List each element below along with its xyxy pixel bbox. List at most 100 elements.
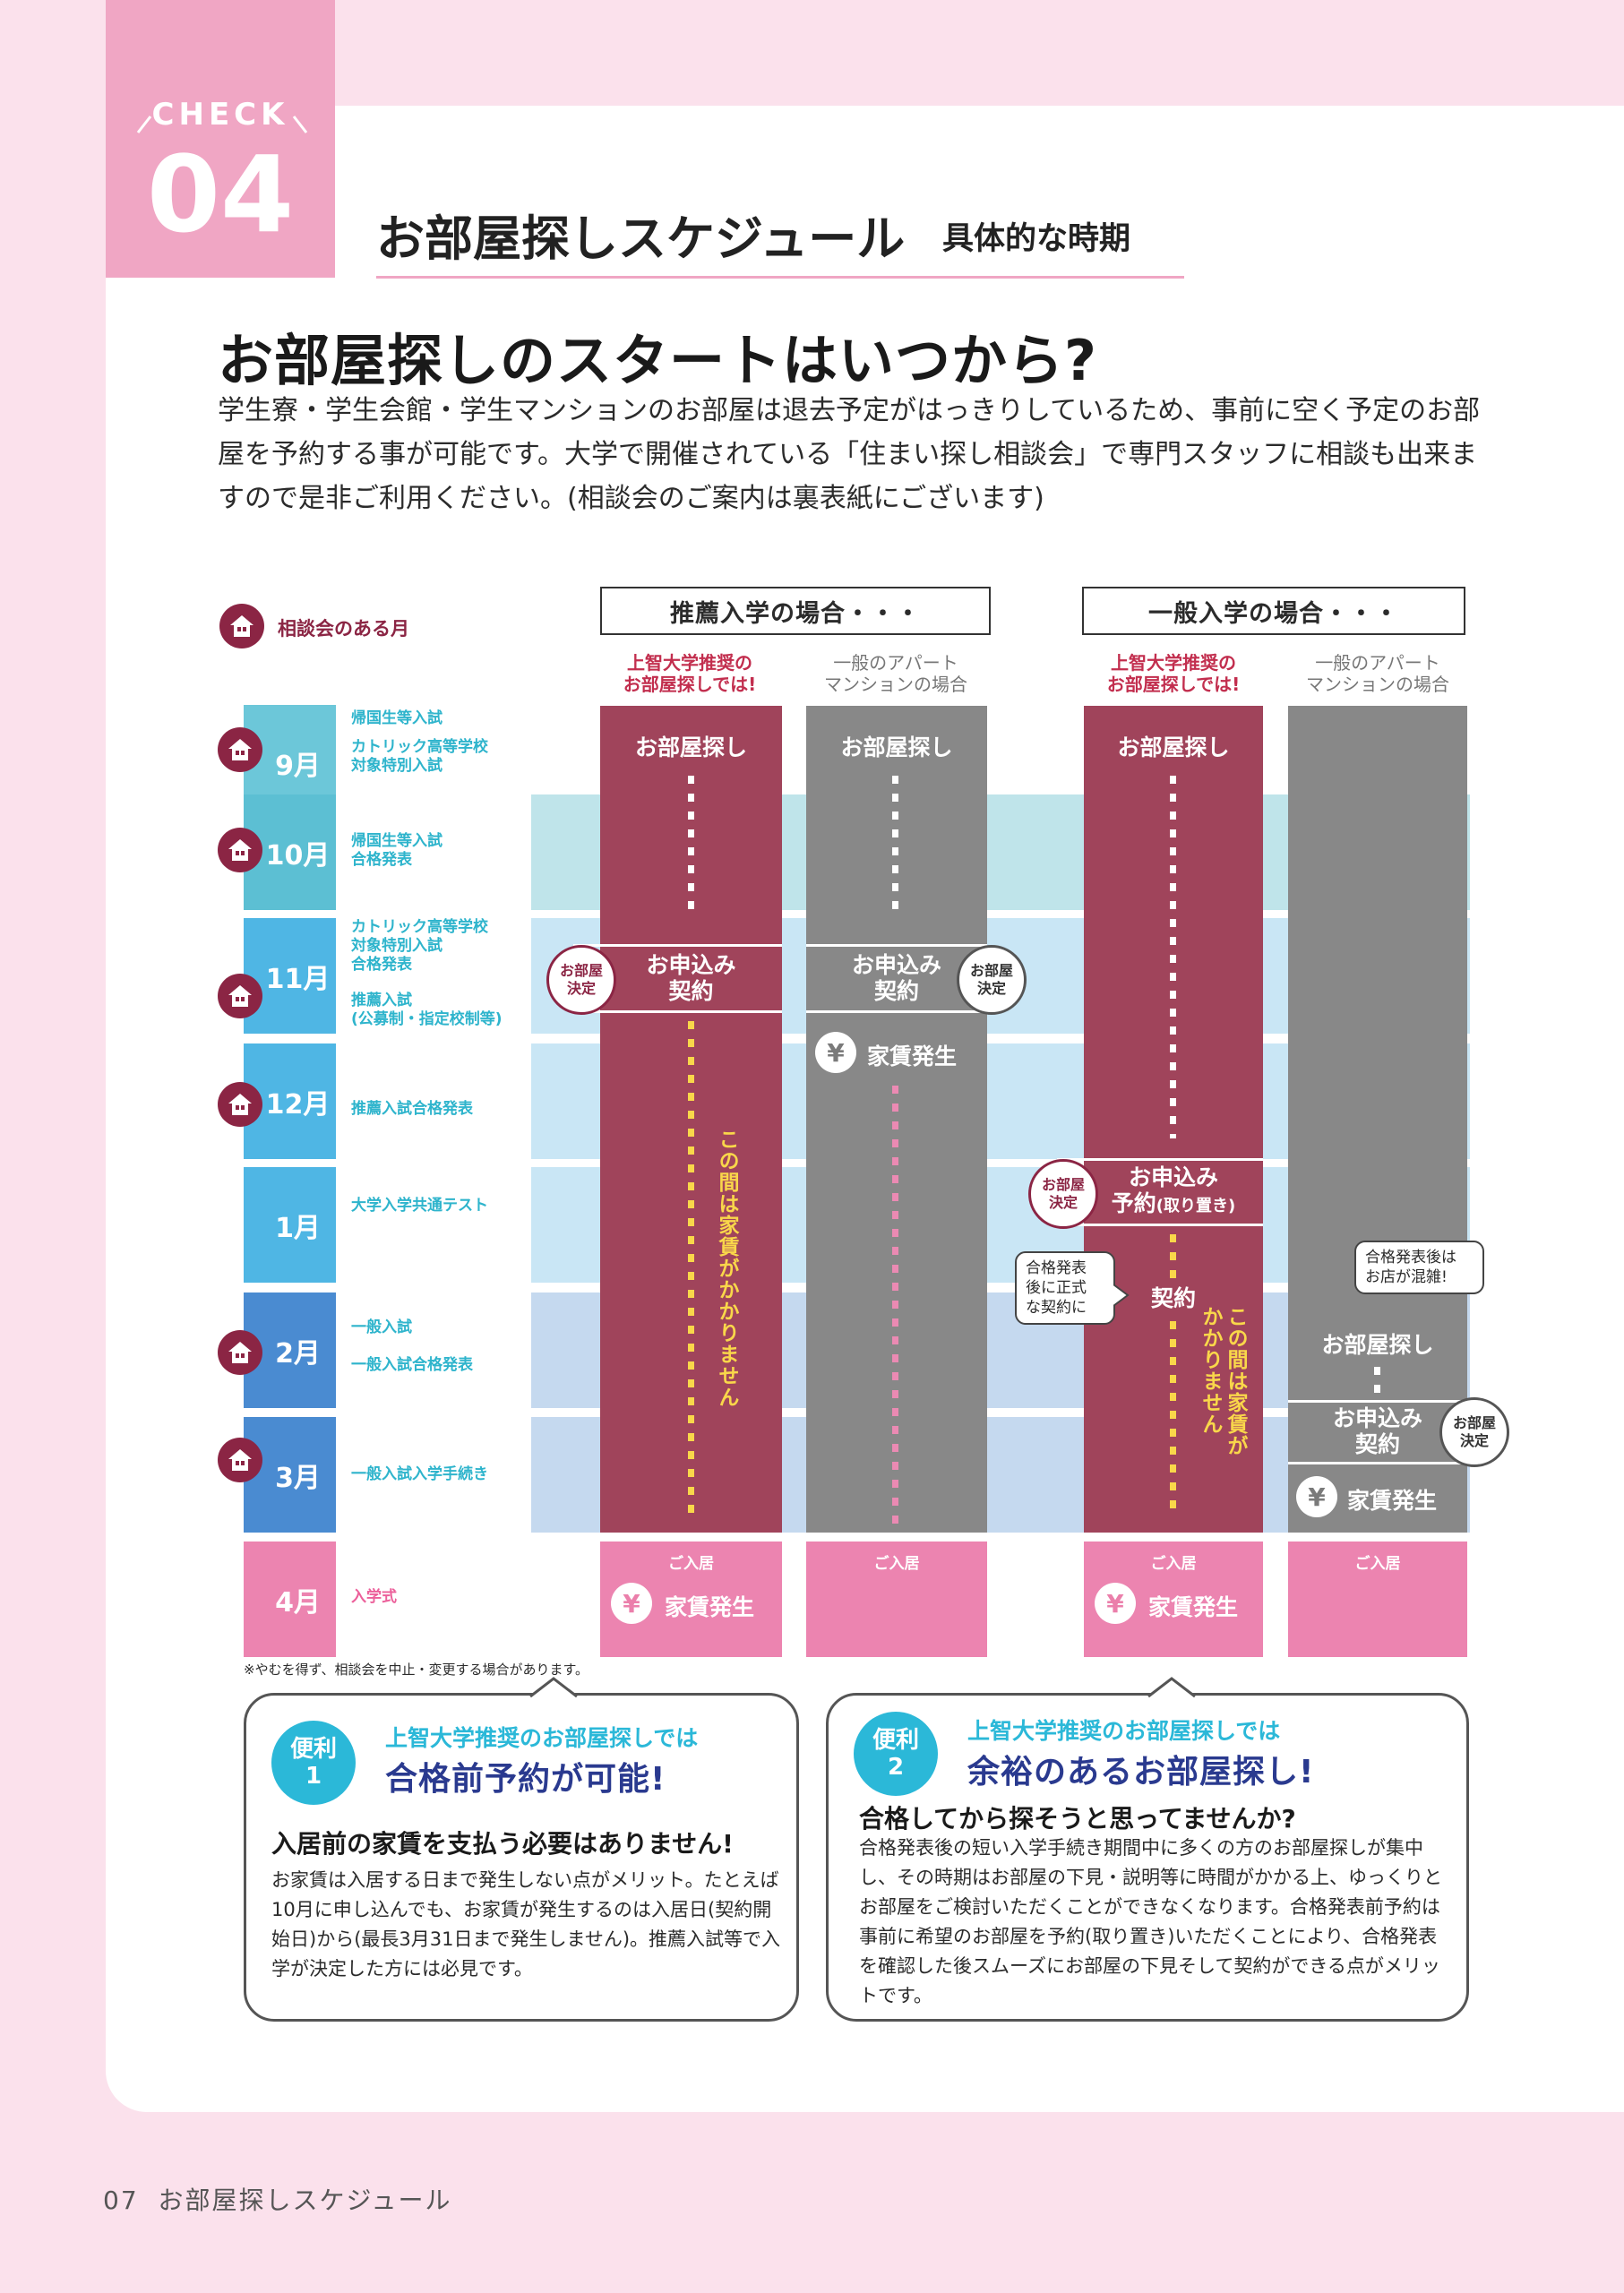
- room-decided-badge: お部屋 決定: [957, 945, 1027, 1015]
- room-decided-badge: お部屋 決定: [1439, 1397, 1509, 1467]
- search-label: お部屋探し: [1117, 734, 1230, 760]
- badge-line: お部屋: [969, 962, 1013, 979]
- rent-starts-label: 家賃発生: [1148, 1594, 1239, 1620]
- search-label: お部屋探し: [1321, 1332, 1434, 1358]
- event-line: 一般入試入学手続き: [351, 1465, 488, 1483]
- apply-contract-stage: お申込み 契約: [600, 948, 782, 1009]
- badge-line: お部屋: [1041, 1176, 1085, 1193]
- stage-divider: [1288, 1462, 1472, 1464]
- dotted-line: [1170, 776, 1176, 1138]
- stage-line: 契約: [873, 978, 919, 1004]
- speech-line: 合格発表後は: [1365, 1249, 1456, 1267]
- move-in-label: ご入居: [873, 1555, 920, 1573]
- intro-paragraph: 学生寮・学生会館・学生マンションのお部屋は退去予定がはっきりしているため、事前に…: [218, 395, 1481, 514]
- rent-starts-label: 家賃発生: [867, 1043, 958, 1069]
- speech-line: 合格発表: [1026, 1259, 1087, 1277]
- dotted-line: [688, 1021, 694, 1518]
- event-line: 合格発表: [351, 851, 412, 869]
- footer-title: お部屋探しスケジュール: [158, 2186, 452, 2215]
- dotted-line: [892, 776, 898, 919]
- benefit-lead: 入居前の家賃を支払う必要はありません!: [271, 1829, 734, 1859]
- event-spacer: [351, 1337, 473, 1356]
- reserve-note: (取り置き): [1156, 1197, 1236, 1215]
- month-cell-3: 3月: [244, 1417, 336, 1533]
- month-label: 9月: [275, 750, 321, 782]
- move-in-box: ご入居: [1288, 1542, 1467, 1657]
- event-spacer: [351, 728, 488, 738]
- month-cell-4: 4月: [244, 1542, 336, 1657]
- event-line: 入学式: [351, 1588, 397, 1606]
- benefit-lead: 合格してから探そうと思ってませんか?: [859, 1804, 1296, 1834]
- yen-icon: ¥: [611, 1583, 652, 1624]
- house-icon: [219, 604, 264, 648]
- month-label: 4月: [275, 1586, 321, 1619]
- move-in-box: ご入居 ¥ 家賃発生: [1084, 1542, 1263, 1657]
- move-in-label: ご入居: [1354, 1555, 1401, 1573]
- event-line: 帰国生等入試: [351, 709, 443, 727]
- event-text-9: 帰国生等入試 カトリック高等学校 対象特別入試: [351, 709, 488, 776]
- event-text-2: 一般入試 一般入試合格発表: [351, 1318, 473, 1375]
- page-footer: 07 お部屋探しスケジュール: [103, 2181, 452, 2217]
- event-text-3: 一般入試入学手続き: [351, 1465, 488, 1484]
- event-text-1: 大学入学共通テスト: [351, 1197, 488, 1215]
- no-rent-note-b: かかりません: [1199, 1306, 1222, 1435]
- badge-line: 決定: [1459, 1432, 1489, 1449]
- stage-divider: [806, 944, 987, 947]
- event-line: 推薦入試: [351, 992, 412, 1009]
- dotted-line: [892, 1086, 898, 1524]
- reserve-label: 予約: [1111, 1190, 1156, 1216]
- badge-line: 2: [887, 1754, 905, 1781]
- contract-label: 契約: [1150, 1285, 1196, 1311]
- move-in-label: ご入居: [1150, 1555, 1197, 1573]
- stage-line: 契約: [1354, 1431, 1400, 1457]
- subheader-line: 上智大学推奨の: [627, 652, 752, 674]
- stage-line: お申込み: [851, 952, 941, 978]
- subheader-line: お部屋探しでは!: [1106, 674, 1241, 695]
- badge-line: 1: [305, 1763, 322, 1790]
- stage-line: 契約: [668, 978, 714, 1004]
- page-number: 07: [103, 2186, 139, 2215]
- house-icon: [218, 1330, 262, 1375]
- move-in-label: ご入居: [668, 1555, 714, 1573]
- bubble-tail: [1147, 1677, 1196, 1698]
- event-spacer: [351, 975, 503, 992]
- bar-general-apart: [1288, 706, 1467, 1533]
- event-line: 対象特別入試: [351, 937, 443, 955]
- section-subtitle: 具体的な時期: [942, 221, 1131, 257]
- subheader-line: マンションの場合: [1306, 674, 1449, 695]
- apart-subheader-general: 一般のアパート マンションの場合: [1288, 652, 1467, 695]
- event-line: 対象特別入試: [351, 757, 443, 775]
- subheader-line: 上智大学推奨の: [1111, 652, 1236, 674]
- apart-subheader-recommend: 一般のアパート マンションの場合: [806, 652, 985, 695]
- move-in-box: ご入居 ¥ 家賃発生: [600, 1542, 782, 1657]
- subheader-line: 一般のアパート: [833, 652, 958, 674]
- stage-line: お申込み: [1332, 1405, 1422, 1431]
- speech-bubble-official-contract: 合格発表 後に正式 な契約に: [1015, 1251, 1115, 1325]
- badge-line: 便利: [289, 1736, 337, 1763]
- stage-line: お申込み: [1128, 1164, 1218, 1190]
- house-icon: [218, 828, 262, 872]
- event-text-10: 帰国生等入試 合格発表: [351, 832, 443, 870]
- subheader-line: お部屋探しでは!: [623, 674, 757, 695]
- benefit-body: 合格発表後の短い入学手続き期間中に多くの方のお部屋探しが集中し、その時期はお部屋…: [859, 1837, 1442, 2006]
- move-in-box: ご入居: [806, 1542, 987, 1657]
- search-label: お部屋探し: [840, 734, 953, 760]
- event-line: 一般入試: [351, 1318, 412, 1336]
- house-icon: [218, 974, 262, 1018]
- house-icon: [218, 1438, 262, 1482]
- event-line: 合格発表: [351, 956, 412, 974]
- month-label: 2月: [275, 1337, 321, 1370]
- general-header: 一般入学の場合・・・: [1082, 587, 1465, 635]
- footnote: ※やむを得ず、相談会を中止・変更する場合があります。: [244, 1662, 589, 1678]
- room-decided-badge: お部屋 決定: [546, 945, 616, 1015]
- section-divider: [376, 276, 1184, 279]
- badge-line: お部屋: [1452, 1414, 1496, 1431]
- bubble-tail: [529, 1677, 578, 1698]
- no-rent-note-a: この間は家賃が: [1224, 1306, 1247, 1456]
- event-line: (公募制・指定校制等): [351, 1010, 503, 1028]
- stage-divider: [1057, 1224, 1263, 1226]
- stage-divider: [573, 944, 782, 947]
- no-rent-note: この間は家賃がかかりません: [715, 1129, 738, 1408]
- check-badge: CHECK 04: [106, 0, 335, 278]
- stage-divider: [1288, 1400, 1472, 1403]
